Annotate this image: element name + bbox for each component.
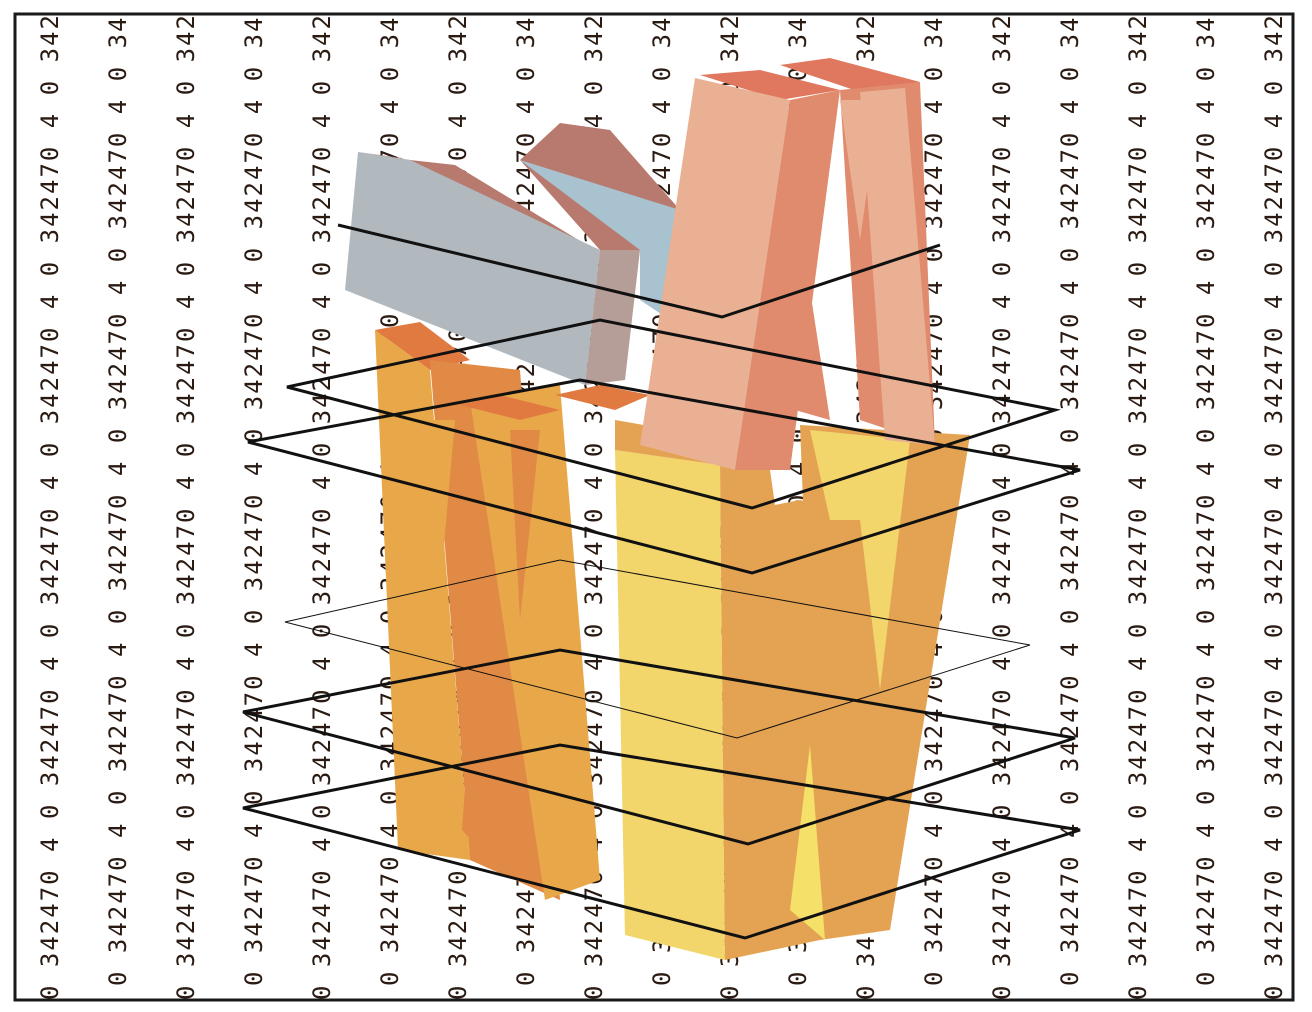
digit-column: 0 342470 4 0 342470 4 0 342470 4 0 34247… <box>1056 0 1084 986</box>
yellow-w-front-face <box>615 450 725 960</box>
digit-column: 0 342470 4 0 342470 4 0 342470 4 0 34247… <box>1260 0 1288 1000</box>
digit-column: 0 342470 4 0 342470 4 0 342470 4 0 34247… <box>308 0 336 1000</box>
salmon-m-letter <box>640 58 935 470</box>
digit-column: 0 342470 4 0 342470 4 0 342470 4 0 34247… <box>240 0 268 986</box>
digit-column: 0 342470 4 0 342470 4 0 342470 4 0 34247… <box>1192 0 1220 986</box>
digit-column: 0 342470 4 0 342470 4 0 342470 4 0 34247… <box>172 0 200 1000</box>
digit-column: 0 342470 4 0 342470 4 0 342470 4 0 34247… <box>988 0 1016 1000</box>
digit-column: 0 342470 4 0 342470 4 0 342470 4 0 34247… <box>36 0 64 1000</box>
orange-w-letter <box>375 322 650 900</box>
digit-column: 0 342470 4 0 342470 4 0 342470 4 0 34247… <box>104 0 132 986</box>
digit-column: 0 342470 4 0 342470 4 0 342470 4 0 34247… <box>1124 0 1152 1000</box>
